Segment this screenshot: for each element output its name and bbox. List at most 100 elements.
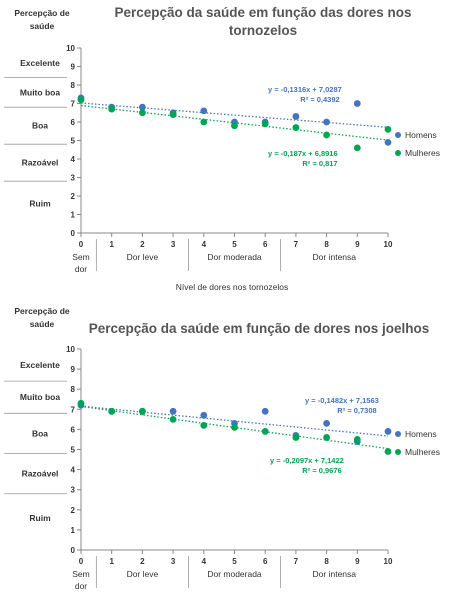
y-tick-label: 2 <box>71 506 76 515</box>
y-category-label: Razoável <box>22 469 59 479</box>
data-point-mulheres <box>231 122 238 130</box>
y-axis-title: saúde <box>30 319 55 329</box>
y-axis-title: Percepção de <box>14 306 70 316</box>
trend-r2: R² = 0,7308 <box>337 406 376 415</box>
y-tick-label: 9 <box>71 365 76 374</box>
y-category-label: Ruim <box>29 198 51 208</box>
x-first-tick-sublabel: Sem <box>72 569 89 579</box>
legend-label: Mulheres <box>405 447 440 457</box>
y-category-label: Excelente <box>20 58 60 68</box>
y-tick-label: 6 <box>71 118 76 127</box>
trendline-homens <box>80 102 389 128</box>
data-point-homens <box>200 107 208 115</box>
x-group-label: Dor intensa <box>313 252 357 262</box>
data-point-mulheres <box>108 105 116 113</box>
data-point-homens <box>384 428 392 435</box>
x-axis-title: Nível de dores nos tornozelos <box>176 282 288 292</box>
x-group-label: Dor leve <box>127 252 159 262</box>
data-point-mulheres <box>200 118 208 126</box>
y-axis-title: saúde <box>30 21 55 31</box>
data-point-mulheres <box>139 407 146 415</box>
y-tick-label: 10 <box>66 345 75 354</box>
chart-title: Percepção da saúde em função das dores n… <box>114 5 411 20</box>
y-category-label: Excelente <box>20 360 60 370</box>
y-tick-label: 2 <box>71 192 76 201</box>
y-tick-label: 5 <box>71 137 76 146</box>
data-point-mulheres <box>384 125 392 133</box>
legend-marker <box>395 132 401 138</box>
legend-marker <box>395 449 401 455</box>
x-tick-label: 10 <box>384 240 393 249</box>
y-category-label: Boa <box>32 428 48 438</box>
y-category-label: Ruim <box>29 513 51 523</box>
x-tick-label: 5 <box>232 240 237 249</box>
x-group-label: Dor moderada <box>207 252 262 262</box>
data-point-mulheres <box>77 399 85 407</box>
x-tick-label: 4 <box>202 240 207 249</box>
x-first-tick-sublabel: dor <box>75 264 87 274</box>
data-point-homens <box>200 411 208 419</box>
y-tick-label: 6 <box>71 425 76 434</box>
data-point-mulheres <box>292 434 300 441</box>
y-tick-label: 0 <box>71 229 76 238</box>
trend-equation: y = -0,1482x + 7,1563 <box>305 396 379 405</box>
x-first-tick-sublabel: dor <box>75 581 87 591</box>
data-point-homens <box>169 407 177 415</box>
x-tick-label: 3 <box>171 240 176 249</box>
x-tick-label: 4 <box>202 557 207 566</box>
x-tick-label: 0 <box>79 557 84 566</box>
y-tick-label: 8 <box>71 385 76 394</box>
y-tick-label: 4 <box>71 466 76 475</box>
y-tick-label: 8 <box>71 81 76 90</box>
data-point-mulheres <box>261 120 269 128</box>
y-category-label: Muito boa <box>20 392 60 402</box>
data-point-homens <box>292 113 300 120</box>
y-tick-label: 1 <box>71 211 76 220</box>
x-tick-label: 7 <box>294 557 299 566</box>
data-point-mulheres <box>169 415 177 423</box>
legend-marker <box>395 431 401 437</box>
trend-r2: R² = 0,4392 <box>300 95 339 104</box>
x-tick-label: 8 <box>324 557 329 566</box>
data-point-homens <box>323 419 330 427</box>
x-tick-label: 9 <box>355 557 360 566</box>
trend-equation: y = -0,187x + 6,8916 <box>268 149 338 158</box>
data-point-mulheres <box>323 131 330 139</box>
y-tick-label: 3 <box>71 174 76 183</box>
data-point-homens <box>261 407 269 415</box>
y-tick-label: 7 <box>71 100 76 109</box>
x-tick-label: 1 <box>109 240 114 249</box>
data-point-homens <box>353 100 361 107</box>
y-tick-label: 1 <box>71 526 76 535</box>
y-tick-label: 10 <box>66 44 75 53</box>
legend-label: Mulheres <box>405 148 440 158</box>
y-category-label: Razoável <box>22 158 59 168</box>
x-tick-label: 2 <box>140 557 145 566</box>
trend-equation: y = -0,2097x + 7,1422 <box>270 456 344 465</box>
x-tick-label: 8 <box>324 240 329 249</box>
x-group-label: Dor intensa <box>313 569 357 579</box>
trend-r2: R² = 0,9676 <box>302 466 341 475</box>
y-axis-title: Percepção de <box>14 8 70 18</box>
x-first-tick-sublabel: Sem <box>72 252 89 262</box>
data-point-mulheres <box>77 96 85 104</box>
x-tick-label: 9 <box>355 240 360 249</box>
y-category-label: Muito boa <box>20 87 60 97</box>
y-tick-label: 0 <box>71 546 76 555</box>
data-point-mulheres <box>231 423 238 431</box>
x-tick-label: 5 <box>232 557 237 566</box>
legend-label: Homens <box>405 130 437 140</box>
trend-equation: y = -0,1316x + 7,0287 <box>268 85 342 94</box>
data-point-homens <box>384 138 392 146</box>
x-group-label: Dor moderada <box>207 569 262 579</box>
x-tick-label: 6 <box>263 557 268 566</box>
y-category-label: Boa <box>32 121 48 131</box>
data-point-mulheres <box>169 111 177 118</box>
data-point-homens <box>139 103 146 111</box>
data-point-mulheres <box>353 144 361 152</box>
x-tick-label: 7 <box>294 240 299 249</box>
trend-r2: R² = 0,817 <box>302 159 337 168</box>
y-tick-label: 3 <box>71 486 76 495</box>
legend-marker <box>395 150 401 156</box>
